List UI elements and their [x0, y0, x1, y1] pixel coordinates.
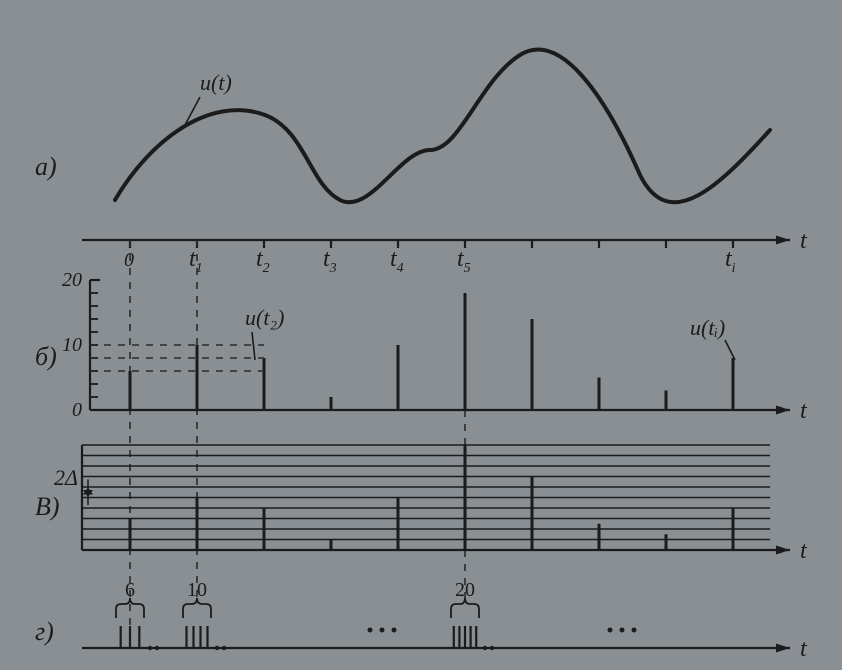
ytick-label: 0: [72, 399, 82, 421]
ytick-label: 20: [62, 269, 82, 291]
ellipsis-dot: [368, 628, 373, 633]
ellipsis-dot: [392, 628, 397, 633]
ellipsis-dot: [608, 628, 613, 633]
panel-b-label: б): [35, 342, 57, 371]
ellipsis-dot: [620, 628, 625, 633]
dot: [215, 646, 219, 650]
code-value: 20: [455, 579, 475, 601]
label-ut2: u(t₂): [245, 305, 284, 330]
ellipsis-dot: [632, 628, 637, 633]
dot: [155, 646, 159, 650]
axis-zero: 0: [124, 249, 134, 271]
ytick-label: 10: [62, 334, 82, 356]
curve-label-ut: u(t): [200, 70, 232, 95]
dot: [490, 646, 494, 650]
ellipsis-dot: [380, 628, 385, 633]
label-uti: u(tᵢ): [690, 315, 725, 340]
dot: [483, 646, 487, 650]
code-value: 10: [187, 579, 207, 601]
panel-d-label: г): [35, 617, 54, 646]
dot: [222, 646, 226, 650]
panel-c-label: В): [35, 492, 60, 521]
dot: [148, 646, 152, 650]
panel-a-label: а): [35, 152, 57, 181]
figure: а)0t1t2t3t4t5titu(t)б)t01020u(t₂)u(tᵢ)В)…: [0, 0, 842, 670]
label-2delta: 2Δ: [54, 465, 78, 490]
code-value: 6: [125, 579, 135, 601]
